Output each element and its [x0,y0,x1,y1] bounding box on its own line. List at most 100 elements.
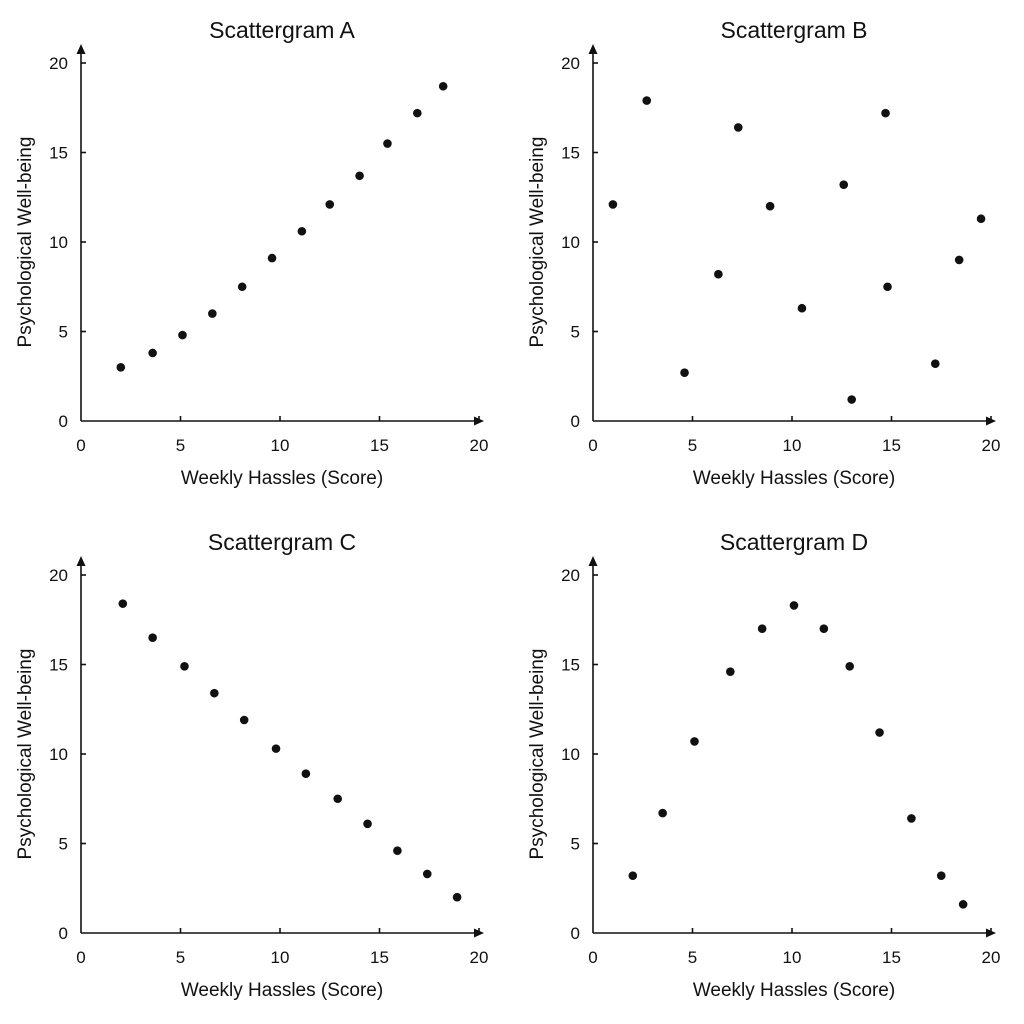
x-axis-label: Weekly Hassles (Score) [181,980,383,1001]
y-tick-label: 10 [49,233,68,252]
scattergram-a-panel: 0 5 10 15 20 0 5 10 15 20 Scattergram A Weekly Hass… [0,0,512,512]
data-point [690,737,699,746]
chart-title: Scattergram B [721,17,868,43]
y-tick-label: 20 [561,566,580,585]
data-point [297,226,307,236]
x-tick-label: 20 [982,948,1001,967]
data-point [881,108,890,118]
data-point [267,253,277,263]
y-tick-label: 15 [561,144,580,163]
y-tick-label: 5 [59,323,68,342]
data-point [438,81,448,91]
chart-title: Scattergram C [208,529,356,555]
scattergram-b-panel: 0 5 10 15 20 0 5 10 15 20 Scattergram B Weekly Hass… [512,0,1024,512]
y-tick-label: 5 [59,835,68,854]
data-point [413,108,422,118]
x-tick-label: 5 [688,436,697,455]
y-tick-label: 15 [49,656,68,675]
data-point [958,900,968,909]
x-tick-label: 20 [470,436,489,455]
data-point [847,395,856,404]
x-tick-label: 15 [370,948,389,967]
data-point [733,123,743,132]
scattergram-d-panel: 0 5 10 15 20 0 5 10 15 20 Scattergram D Weekly Hass… [512,512,1024,1024]
data-point [883,282,892,292]
x-axis-label: Weekly Hassles (Score) [693,468,895,489]
data-point [148,348,157,358]
data-point [680,368,689,377]
scattergram-c-panel: 0 5 10 15 20 0 5 10 15 20 Scattergram C Weekly Hass… [0,512,512,1024]
x-tick-label: 5 [176,948,185,967]
y-tick-label: 20 [49,54,68,73]
data-point [333,794,343,804]
x-tick-label: 0 [588,948,597,967]
data-point [452,892,462,902]
x-tick-label: 0 [76,436,85,455]
y-axis-arrow-icon [588,44,598,54]
y-axis-arrow-icon [76,556,86,566]
x-tick-label: 15 [882,948,901,967]
x-tick-label: 15 [370,436,389,455]
data-point [178,330,187,340]
data-point [239,715,249,725]
y-tick-label: 0 [59,412,68,431]
data-point [355,171,364,181]
data-point [116,363,126,372]
data-point [628,871,638,881]
data-point [363,819,372,829]
x-tick-label: 10 [271,948,290,967]
y-axis-label: Psychological Well-being [527,649,548,860]
y-axis-arrow-icon [76,44,86,54]
x-tick-label: 5 [176,436,185,455]
y-tick-label: 10 [49,745,68,764]
x-tick-label: 0 [76,948,85,967]
y-tick-label: 10 [561,745,580,764]
data-point [819,624,829,633]
data-point [797,303,807,313]
data-point [325,200,335,209]
y-tick-label: 15 [49,144,68,163]
data-point [237,282,247,292]
y-tick-label: 0 [571,924,580,943]
data-point [907,814,916,823]
y-tick-label: 10 [561,233,580,252]
data-point [148,633,157,642]
scattergram-c-chart: 0 5 10 15 20 0 5 10 15 20 Scattergram C Weekly Hass… [15,529,488,1001]
x-tick-label: 5 [688,948,697,967]
x-tick-label: 10 [783,948,802,967]
x-tick-label: 0 [588,436,597,455]
scattergram-a-chart: 0 5 10 15 20 0 5 10 15 20 Scattergram A Weekly Hass… [15,17,489,489]
y-axis-arrow-icon [588,556,598,566]
y-axis-label: Psychological Well-being [15,649,36,860]
data-point [845,661,855,671]
data-point [301,769,311,778]
x-tick-label: 10 [271,436,290,455]
scattergram-d-chart: 0 5 10 15 20 0 5 10 15 20 Scattergram D Weekly Hass… [527,529,1001,1001]
data-point [118,599,128,608]
data-point [765,201,775,211]
data-point [789,601,799,610]
data-point [757,624,767,633]
data-point [271,744,281,753]
chart-title: Scattergram D [720,529,868,555]
data-point [608,200,618,209]
y-tick-label: 20 [561,54,580,73]
data-point [383,139,392,148]
data-point [839,180,849,190]
data-point [422,869,432,879]
data-point [210,688,219,698]
y-axis-label: Psychological Well-being [15,137,36,348]
y-tick-label: 0 [571,412,580,431]
data-point [180,661,189,671]
data-point [208,309,217,318]
scattergram-b-chart: 0 5 10 15 20 0 5 10 15 20 Scattergram B Weekly Hass… [527,17,1001,489]
data-point [930,359,940,369]
y-axis-label: Psychological Well-being [527,137,548,348]
y-tick-label: 0 [59,924,68,943]
x-axis-label: Weekly Hassles (Score) [693,980,895,1001]
data-point [658,808,667,818]
x-tick-label: 20 [982,436,1001,455]
y-tick-label: 5 [571,323,580,342]
data-point [954,255,964,265]
x-tick-label: 10 [783,436,802,455]
